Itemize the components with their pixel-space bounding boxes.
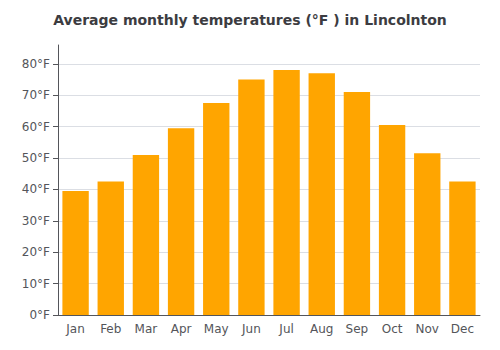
svg-text:0°F: 0°F [29, 308, 50, 322]
svg-text:Nov: Nov [416, 322, 439, 336]
svg-text:30°F: 30°F [22, 214, 50, 228]
svg-text:Sep: Sep [346, 322, 369, 336]
svg-text:Oct: Oct [382, 322, 403, 336]
svg-text:Average monthly temperatures (: Average monthly temperatures (°F ) in Li… [53, 12, 447, 28]
svg-text:80°F: 80°F [22, 57, 50, 71]
svg-text:Dec: Dec [451, 322, 474, 336]
svg-text:Mar: Mar [135, 322, 158, 336]
svg-text:50°F: 50°F [22, 151, 50, 165]
svg-text:40°F: 40°F [22, 182, 50, 196]
svg-text:May: May [204, 322, 229, 336]
svg-text:Aug: Aug [310, 322, 333, 336]
svg-text:70°F: 70°F [22, 88, 50, 102]
svg-text:20°F: 20°F [22, 245, 50, 259]
svg-text:Jul: Jul [278, 322, 293, 336]
svg-text:60°F: 60°F [22, 120, 50, 134]
svg-text:Jun: Jun [241, 322, 261, 336]
svg-text:Feb: Feb [100, 322, 121, 336]
svg-text:10°F: 10°F [22, 277, 50, 291]
svg-text:Apr: Apr [171, 322, 192, 336]
svg-text:Jan: Jan [65, 322, 85, 336]
